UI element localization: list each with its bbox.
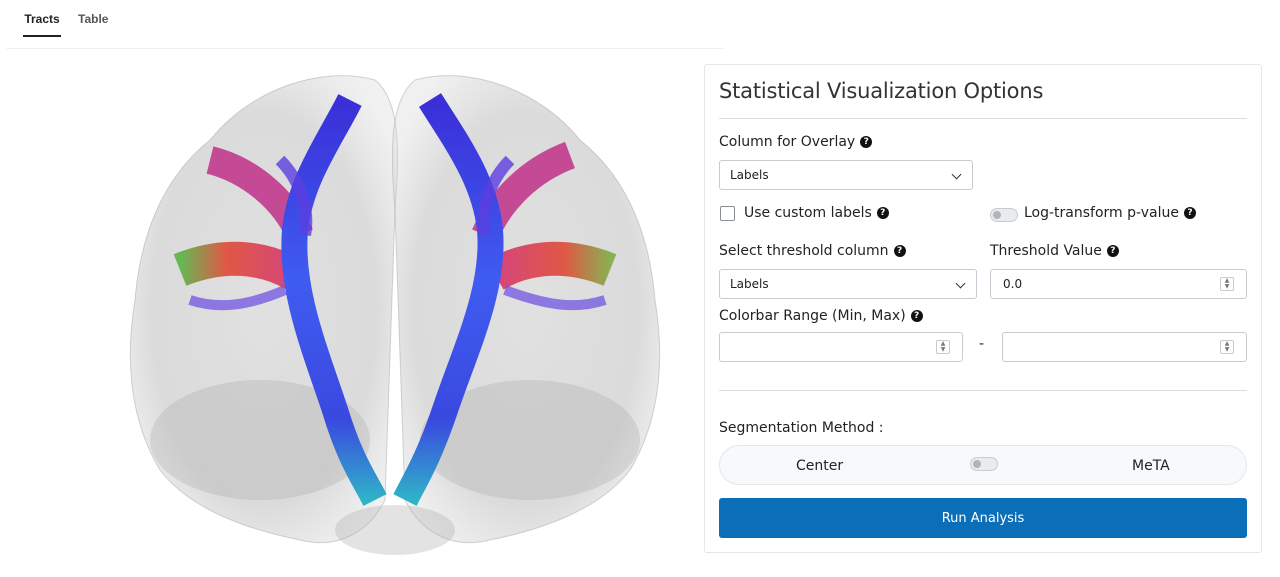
log-transform-label-text: Log-transform p-value bbox=[1024, 205, 1179, 221]
threshold-value-label-text: Threshold Value bbox=[990, 243, 1102, 259]
threshold-value-text: 0.0 bbox=[1003, 277, 1023, 291]
segmentation-method-label: Segmentation Method : bbox=[719, 420, 884, 436]
threshold-column-select[interactable]: Labels bbox=[719, 269, 977, 299]
segmentation-toggle[interactable] bbox=[970, 457, 998, 471]
threshold-column-label-text: Select threshold column bbox=[719, 243, 889, 259]
overlay-column-value: Labels bbox=[730, 168, 769, 182]
threshold-value-input[interactable]: 0.0 ▲ ▼ bbox=[990, 269, 1247, 299]
question-circle-icon[interactable]: ? bbox=[910, 310, 923, 322]
threshold-column-value: Labels bbox=[730, 277, 769, 291]
segmentation-method-switch[interactable]: Center MeTA bbox=[719, 445, 1247, 485]
colorbar-min-input[interactable]: ▲ ▼ bbox=[719, 332, 963, 362]
left-corticospinal-tract bbox=[173, 94, 387, 506]
tab-bar: Tracts Table bbox=[6, 0, 724, 49]
log-transform-label: Log-transform p-value ? bbox=[1024, 205, 1196, 221]
question-circle-icon[interactable]: ? bbox=[876, 207, 889, 219]
brain-tractography-view[interactable] bbox=[110, 60, 680, 565]
chevron-down-icon bbox=[951, 169, 962, 180]
number-spinner-icon[interactable]: ▲ ▼ bbox=[1220, 277, 1234, 291]
colorbar-range-label: Colorbar Range (Min, Max) ? bbox=[719, 308, 923, 324]
brain-surface bbox=[129, 75, 661, 555]
panel-title: Statistical Visualization Options bbox=[719, 79, 1044, 103]
threshold-column-label: Select threshold column ? bbox=[719, 243, 906, 259]
colorbar-range-label-text: Colorbar Range (Min, Max) bbox=[719, 308, 906, 324]
custom-labels-label: Use custom labels ? bbox=[744, 205, 889, 221]
question-circle-icon[interactable]: ? bbox=[1183, 207, 1196, 219]
tab-tracts[interactable]: Tracts bbox=[23, 12, 61, 37]
question-circle-icon[interactable]: ? bbox=[1106, 245, 1119, 257]
question-circle-icon[interactable]: ? bbox=[893, 245, 906, 257]
segmentation-option-meta[interactable]: MeTA bbox=[1132, 458, 1170, 474]
number-spinner-icon[interactable]: ▲ ▼ bbox=[936, 340, 950, 354]
statistical-options-panel: Statistical Visualization Options Column… bbox=[704, 64, 1262, 553]
colorbar-separator: - bbox=[979, 336, 985, 352]
right-corticospinal-tract bbox=[393, 93, 617, 506]
tab-table[interactable]: Table bbox=[78, 12, 109, 26]
number-spinner-icon[interactable]: ▲ ▼ bbox=[1220, 340, 1234, 354]
chevron-down-icon bbox=[955, 278, 966, 289]
log-transform-toggle[interactable] bbox=[990, 208, 1018, 222]
colorbar-max-input[interactable]: ▲ ▼ bbox=[1002, 332, 1247, 362]
overlay-column-label-text: Column for Overlay bbox=[719, 134, 856, 150]
custom-labels-label-text: Use custom labels bbox=[744, 205, 872, 221]
question-circle-icon[interactable]: ? bbox=[860, 136, 873, 148]
section-divider bbox=[719, 390, 1247, 391]
overlay-column-select[interactable]: Labels bbox=[719, 160, 973, 190]
run-analysis-button[interactable]: Run Analysis bbox=[719, 498, 1247, 538]
custom-labels-checkbox[interactable] bbox=[720, 206, 735, 221]
segmentation-option-center[interactable]: Center bbox=[796, 458, 844, 474]
overlay-column-label: Column for Overlay ? bbox=[719, 134, 873, 150]
threshold-value-label: Threshold Value ? bbox=[990, 243, 1119, 259]
title-divider bbox=[719, 118, 1247, 119]
